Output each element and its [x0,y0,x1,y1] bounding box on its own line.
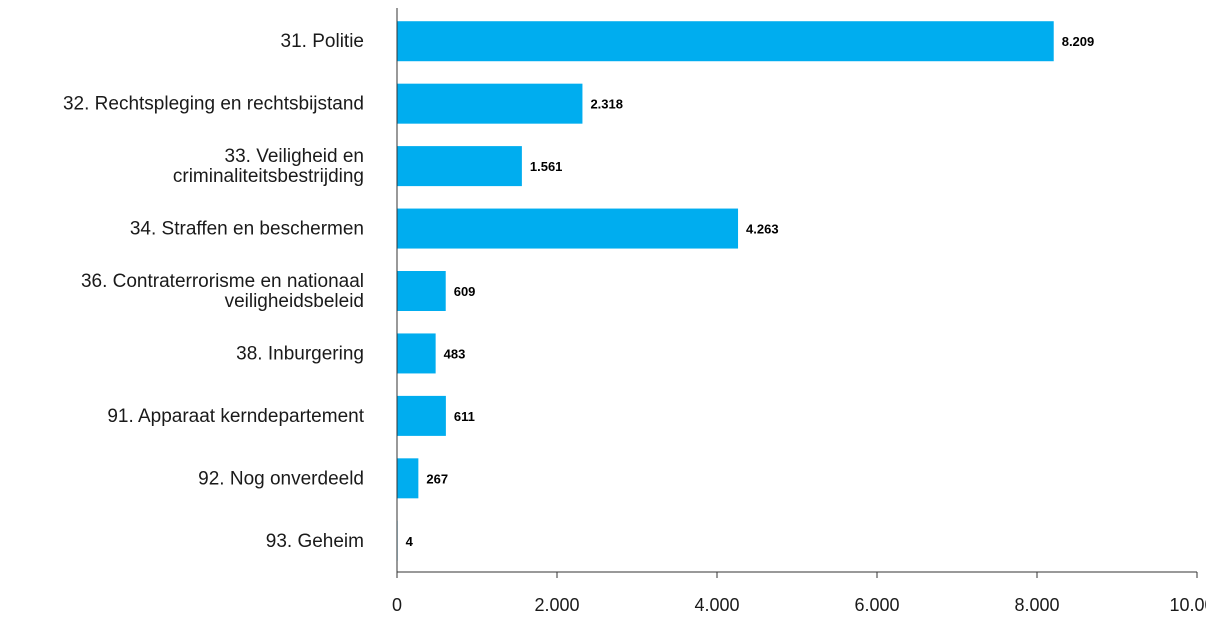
x-axis-ticks: 0 2.000 4.000 6.000 8.000 10.000 [392,572,1206,615]
category-label-line: 32. Rechtspleging en rechtsbijstand [63,94,364,115]
category-label-line: 36. Contraterrorisme en nationaal [81,271,364,292]
category-label-8: 93. Geheim [266,531,364,552]
value-label-1: 2.318 [590,97,623,112]
category-label-4: 36. Contraterrorisme en nationaal veiligh… [81,271,364,312]
bar-2 [397,146,522,187]
category-label-3: 34. Straffen en beschermen [130,219,364,240]
x-tick-label-0: 0 [392,595,402,615]
category-label-line: 91. Apparaat kerndepartement [107,406,364,427]
category-label-7: 92. Nog onverdeeld [198,468,364,489]
category-label-2: 33. Veiligheid en criminaliteitsbestrijdi… [173,146,364,187]
bar-3 [397,208,739,249]
value-label-3: 4.263 [746,222,779,237]
value-label-0: 8.209 [1062,34,1095,49]
category-label-line: veiligheidsbeleid [225,291,364,312]
bar-7 [397,458,419,499]
bar-1 [397,83,583,124]
category-label-line: 34. Straffen en beschermen [130,219,364,240]
x-tick-label-4: 8.000 [1014,595,1059,615]
category-label-6: 91. Apparaat kerndepartement [107,406,364,427]
category-label-line: criminaliteitsbestrijding [173,166,364,187]
value-label-5: 483 [444,346,466,361]
value-labels: 8.209 2.318 1.561 4.263 609 483 611 267 4 [406,34,1095,549]
category-label-line: 33. Veiligheid en [225,146,364,167]
bars-group [397,21,1054,561]
bar-0 [397,21,1054,62]
value-label-4: 609 [454,284,476,299]
bar-4 [397,271,446,311]
value-label-2: 1.561 [530,159,563,174]
x-tick-label-3: 6.000 [854,595,899,615]
category-label-line: 93. Geheim [266,531,364,552]
category-label-line: 38. Inburgering [236,343,364,364]
bar-5 [397,333,436,374]
category-label-1: 32. Rechtspleging en rechtsbijstand [63,94,364,115]
category-labels: 31. Politie 32. Rechtspleging en rechtsbi… [63,31,365,552]
category-label-line: 31. Politie [281,31,364,52]
category-label-0: 31. Politie [281,31,364,52]
category-label-line: 92. Nog onverdeeld [198,468,364,489]
x-tick-label-1: 2.000 [534,595,579,615]
bar-6 [397,395,446,436]
value-label-7: 267 [426,471,448,486]
value-label-8: 4 [406,534,414,549]
category-label-5: 38. Inburgering [236,343,364,364]
x-tick-label-2: 4.000 [694,595,739,615]
value-label-6: 611 [454,409,475,424]
x-tick-label-5: 10.000 [1169,595,1206,615]
